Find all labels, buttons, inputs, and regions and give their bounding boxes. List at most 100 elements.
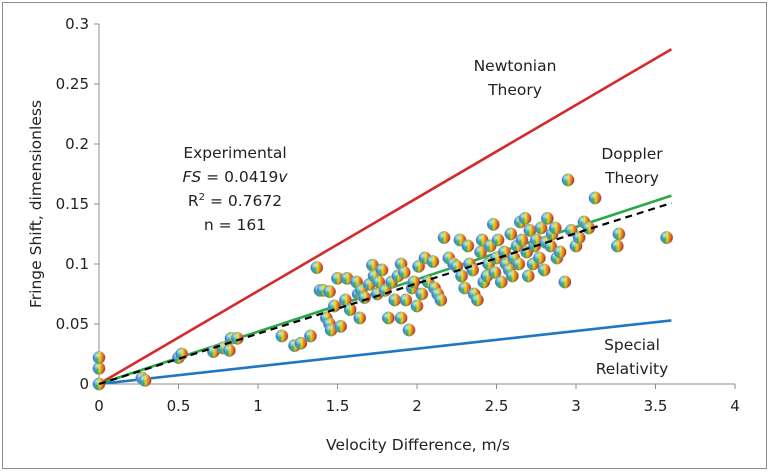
annotation-fs-value: = 0.0419 xyxy=(201,168,278,186)
experimental-fit-line xyxy=(98,201,672,386)
data-point xyxy=(310,261,324,275)
data-point xyxy=(294,336,308,350)
data-point xyxy=(402,323,416,337)
data-point xyxy=(92,351,106,365)
data-point xyxy=(334,319,348,333)
x-tick-label: 0.5 xyxy=(167,397,191,415)
data-point xyxy=(488,265,502,279)
data-point xyxy=(437,231,451,245)
x-tick-label: 2.5 xyxy=(485,397,509,415)
annotation-r-squared: R2 = 0.7672 xyxy=(188,192,282,210)
data-point xyxy=(375,263,389,277)
data-point xyxy=(610,239,624,253)
data-point xyxy=(410,299,424,313)
data-point xyxy=(92,361,106,375)
annotation-r2-base: R xyxy=(188,192,199,210)
experimental-annotation: Experimental FS = 0.0419v R2 = 0.7672 n … xyxy=(182,144,288,234)
data-point xyxy=(505,269,519,283)
data-point xyxy=(138,373,152,387)
data-point xyxy=(474,245,488,259)
y-tick-label: 0.25 xyxy=(56,75,89,93)
data-point xyxy=(534,221,548,235)
labels-layer: Newtonian Theory Doppler Theory Special Relat… xyxy=(474,57,669,378)
data-point xyxy=(515,233,529,247)
data-point xyxy=(553,245,567,259)
y-tick-label: 0.2 xyxy=(65,135,89,153)
data-point xyxy=(491,233,505,247)
x-tick-label: 0 xyxy=(94,397,104,415)
doppler-theory-label: Doppler Theory xyxy=(601,145,663,187)
chart-svg: 0 0.5 1 1.5 2 2.5 3 3.5 400.050.10.150.20.250.3 … xyxy=(27,15,740,454)
data-point xyxy=(394,311,408,325)
data-point xyxy=(470,293,484,307)
annotation-fs-var: v xyxy=(278,168,288,186)
data-point xyxy=(523,223,537,237)
data-point xyxy=(486,217,500,231)
data-point xyxy=(537,263,551,277)
data-point xyxy=(304,329,317,343)
annotation-r2-value: = 0.7672 xyxy=(205,192,282,210)
y-tick-label: 0.15 xyxy=(56,195,89,213)
data-point xyxy=(434,293,448,307)
newtonian-theory-line xyxy=(98,48,673,386)
data-point xyxy=(518,211,532,225)
y-tick-label: 0.3 xyxy=(65,15,89,33)
x-tick-label: 1 xyxy=(253,397,263,415)
data-point xyxy=(327,299,341,313)
data-point xyxy=(521,269,535,283)
special-relativity-label: Special Relativity xyxy=(596,336,669,378)
x-tick-label: 4 xyxy=(730,397,740,415)
x-tick-label: 3 xyxy=(571,397,581,415)
data-point xyxy=(275,329,289,343)
data-point xyxy=(548,221,562,235)
data-point xyxy=(540,211,554,225)
points-layer xyxy=(92,173,674,391)
data-point xyxy=(612,227,626,241)
data-point xyxy=(561,173,575,187)
annotation-experimental: Experimental xyxy=(183,144,286,162)
data-point xyxy=(222,343,236,357)
data-point xyxy=(532,251,546,265)
y-tick-label: 0 xyxy=(79,375,89,393)
x-tick-label: 2 xyxy=(412,397,422,415)
data-point xyxy=(494,275,508,289)
data-point xyxy=(455,269,468,283)
special-relativity-line xyxy=(98,319,672,386)
newtonian-theory-label: Newtonian Theory xyxy=(474,57,557,99)
y-axis-title: Fringe Shift, dimensionless xyxy=(27,100,45,308)
data-point xyxy=(588,191,602,205)
y-tick-label: 0.1 xyxy=(65,255,89,273)
annotation-r2-sup: 2 xyxy=(199,192,205,203)
annotation-fs-label: FS xyxy=(182,168,201,186)
x-tick-label: 1.5 xyxy=(326,397,350,415)
data-point xyxy=(399,293,413,307)
data-point xyxy=(461,239,475,253)
data-point xyxy=(358,291,371,305)
annotation-n-count: n = 161 xyxy=(204,216,266,234)
data-point xyxy=(397,265,411,279)
x-axis-title: Velocity Difference, m/s xyxy=(326,436,510,454)
y-tick-label: 0.05 xyxy=(56,315,89,333)
data-point xyxy=(426,255,440,269)
chart-frame: 0 0.5 1 1.5 2 2.5 3 3.5 4 0 0.05 0.1 0.15 0.2 0.25 0.3 … xyxy=(2,2,767,469)
data-point xyxy=(512,257,526,271)
data-point xyxy=(660,231,674,245)
annotation-fit-equation: FS = 0.0419v xyxy=(182,168,288,186)
data-point xyxy=(466,263,480,277)
data-point xyxy=(207,345,220,359)
data-point xyxy=(388,293,402,307)
data-point xyxy=(323,285,336,299)
data-point xyxy=(381,311,395,325)
data-point xyxy=(343,303,357,317)
data-point xyxy=(558,275,572,289)
data-point xyxy=(415,287,429,301)
axes-layer: 0 0.5 1 1.5 2 2.5 3 3.5 4 0 0.05 0.1 0.15 0.2 0.25 0.3 xyxy=(56,15,740,415)
data-point xyxy=(498,245,511,259)
data-point xyxy=(529,233,543,247)
data-point xyxy=(324,323,338,337)
data-point xyxy=(458,281,472,295)
data-point xyxy=(504,227,518,241)
data-point xyxy=(230,331,244,345)
x-tick-label: 3.5 xyxy=(644,397,668,415)
data-point xyxy=(353,311,367,325)
